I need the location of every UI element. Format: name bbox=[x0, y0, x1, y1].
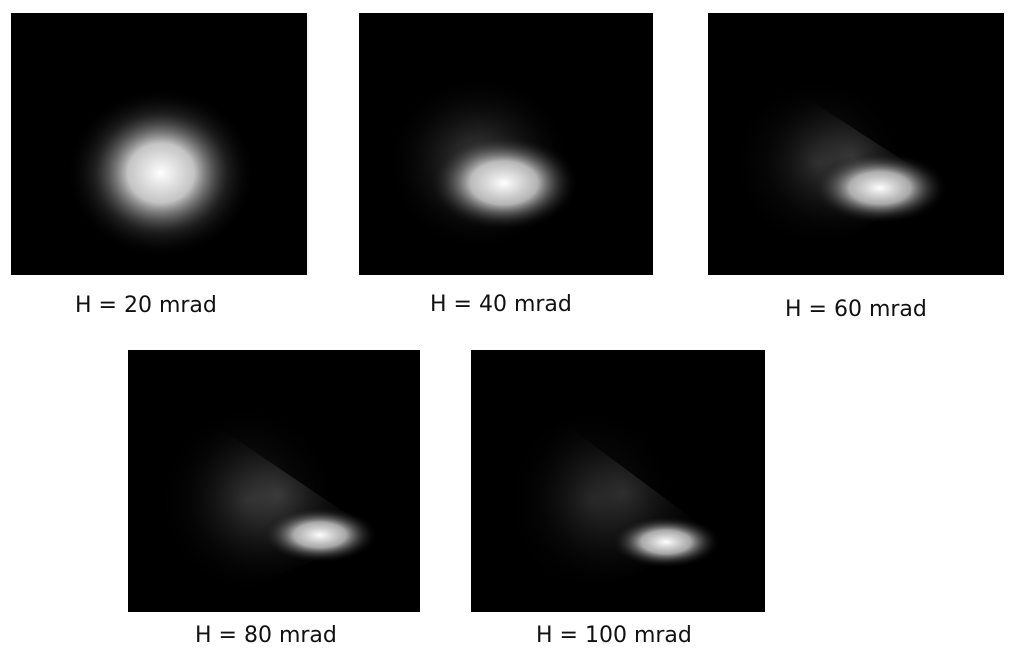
beam-spot-60mrad bbox=[708, 13, 1004, 275]
beam-spot-40mrad bbox=[359, 13, 653, 275]
beam-spot-20mrad bbox=[11, 13, 309, 275]
image-panel-80mrad bbox=[128, 350, 420, 612]
image-panel-20mrad bbox=[11, 13, 309, 275]
panel-edge-line bbox=[307, 13, 309, 275]
caption-100mrad: H = 100 mrad bbox=[536, 623, 692, 648]
beam-spot-80mrad bbox=[128, 350, 420, 612]
beam-spot-100mrad bbox=[471, 350, 765, 612]
caption-20mrad: H = 20 mrad bbox=[75, 293, 217, 318]
image-panel-100mrad bbox=[471, 350, 765, 612]
caption-80mrad: H = 80 mrad bbox=[195, 623, 337, 648]
image-panel-40mrad bbox=[359, 13, 653, 275]
caption-40mrad: H = 40 mrad bbox=[430, 292, 572, 317]
image-panel-60mrad bbox=[708, 13, 1004, 275]
caption-60mrad: H = 60 mrad bbox=[785, 297, 927, 322]
